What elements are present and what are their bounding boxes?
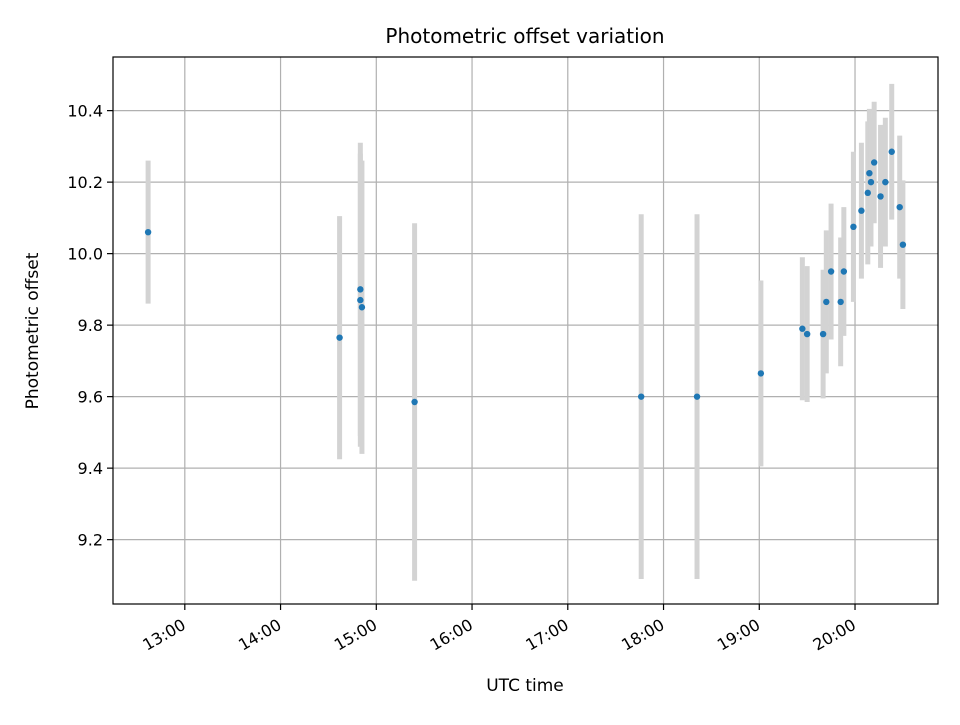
x-tick-label: 17:00 [522, 615, 571, 655]
data-point [819, 330, 827, 338]
x-tick-label: 19:00 [714, 615, 763, 655]
y-tick-label: 9.2 [78, 531, 103, 550]
data-point [867, 178, 875, 186]
chart-title: Photometric offset variation [385, 24, 664, 48]
data-point [870, 159, 878, 166]
x-tick-label: 15:00 [331, 615, 380, 655]
y-tick-label: 9.6 [78, 388, 103, 407]
data-point [866, 169, 873, 177]
x-tick-label: 18:00 [618, 615, 667, 655]
data-point [888, 148, 895, 155]
data-point [336, 334, 343, 341]
data-point [411, 398, 418, 406]
data-point [823, 298, 830, 306]
data-point [144, 228, 152, 236]
x-tick-label: 14:00 [235, 615, 284, 655]
data-point [837, 298, 844, 306]
data-point [357, 286, 364, 293]
data-point [358, 304, 366, 311]
y-tick-label: 10.0 [67, 245, 103, 264]
data-point [899, 241, 907, 248]
axis-ticks: 13:00 14:00 15:00 16:00 17:00 18:00 19:00 20:00… [67, 102, 859, 655]
data-point [827, 268, 835, 275]
data-point [357, 296, 364, 304]
x-tick-label: 16:00 [427, 615, 476, 655]
grid [113, 57, 938, 604]
data-point [637, 393, 645, 400]
y-tick-label: 10.2 [67, 173, 103, 192]
data-point [840, 268, 848, 275]
y-tick-label: 9.4 [78, 459, 103, 478]
data-point [757, 370, 765, 377]
data-point [877, 193, 884, 200]
data-point [850, 223, 857, 231]
plot-area-frame [112, 56, 939, 605]
error-bars [145, 83, 906, 581]
data-point [864, 189, 871, 197]
data-point [882, 178, 889, 186]
x-axis-title: UTC time [486, 676, 564, 696]
data-point [858, 207, 865, 214]
data-points [144, 148, 907, 406]
y-tick-label: 10.4 [67, 102, 103, 121]
data-point [803, 330, 811, 338]
y-tick-label: 9.8 [78, 316, 103, 335]
y-axis-title: Photometric offset [23, 252, 43, 409]
x-tick-label: 20:00 [810, 615, 859, 655]
x-tick-label: 13:00 [139, 615, 188, 655]
data-point [799, 325, 806, 332]
data-point [693, 393, 701, 400]
data-point [896, 203, 903, 211]
